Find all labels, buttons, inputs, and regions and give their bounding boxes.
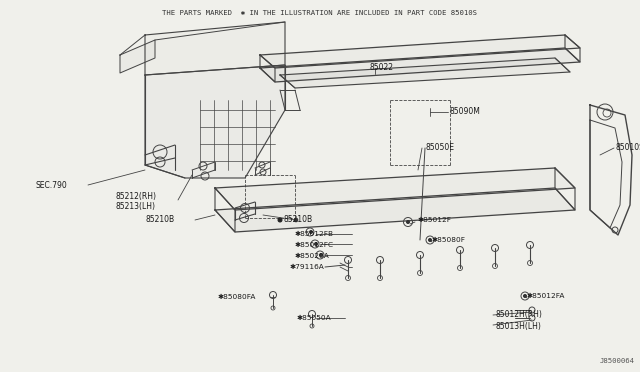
Text: ✱85080F: ✱85080F	[432, 237, 466, 243]
Polygon shape	[145, 22, 285, 75]
Text: 85010S: 85010S	[615, 144, 640, 153]
Text: ✱85080FA: ✱85080FA	[218, 294, 257, 300]
Text: 85013H(LH): 85013H(LH)	[496, 321, 542, 330]
Text: ✱85050A: ✱85050A	[297, 315, 332, 321]
Circle shape	[406, 221, 410, 224]
Text: 85210B: 85210B	[283, 215, 312, 224]
Polygon shape	[260, 35, 580, 68]
Polygon shape	[215, 168, 575, 210]
Text: ✱85012FC: ✱85012FC	[295, 242, 334, 248]
Polygon shape	[280, 58, 570, 88]
Text: SEC.790: SEC.790	[36, 180, 68, 189]
Circle shape	[294, 218, 298, 222]
Text: 85022: 85022	[370, 64, 394, 73]
Text: ✱85012FA: ✱85012FA	[527, 293, 565, 299]
Text: ✱85020A: ✱85020A	[295, 253, 330, 259]
Text: ✱79116A: ✱79116A	[290, 264, 324, 270]
Polygon shape	[145, 65, 285, 178]
Text: ✱85012FB: ✱85012FB	[295, 231, 334, 237]
Circle shape	[278, 218, 282, 222]
Text: 85050E: 85050E	[425, 144, 454, 153]
Text: 85213(LH): 85213(LH)	[115, 202, 155, 212]
Text: 85210B: 85210B	[145, 215, 174, 224]
Text: 85012H(RH): 85012H(RH)	[496, 311, 543, 320]
Circle shape	[310, 231, 312, 234]
Text: 85212(RH): 85212(RH)	[115, 192, 156, 201]
Circle shape	[319, 253, 323, 257]
Polygon shape	[120, 40, 155, 73]
Text: 85090M: 85090M	[450, 108, 481, 116]
Circle shape	[524, 295, 527, 298]
Polygon shape	[215, 188, 575, 232]
Polygon shape	[260, 48, 580, 82]
Text: THE PARTS MARKED  ✱ IN THE ILLUSTRATION ARE INCLUDED IN PART CODE 85010S: THE PARTS MARKED ✱ IN THE ILLUSTRATION A…	[163, 10, 477, 16]
Circle shape	[314, 243, 317, 246]
Text: ✱85012F: ✱85012F	[418, 217, 452, 223]
Circle shape	[429, 238, 431, 241]
Text: J8500064: J8500064	[600, 358, 635, 364]
